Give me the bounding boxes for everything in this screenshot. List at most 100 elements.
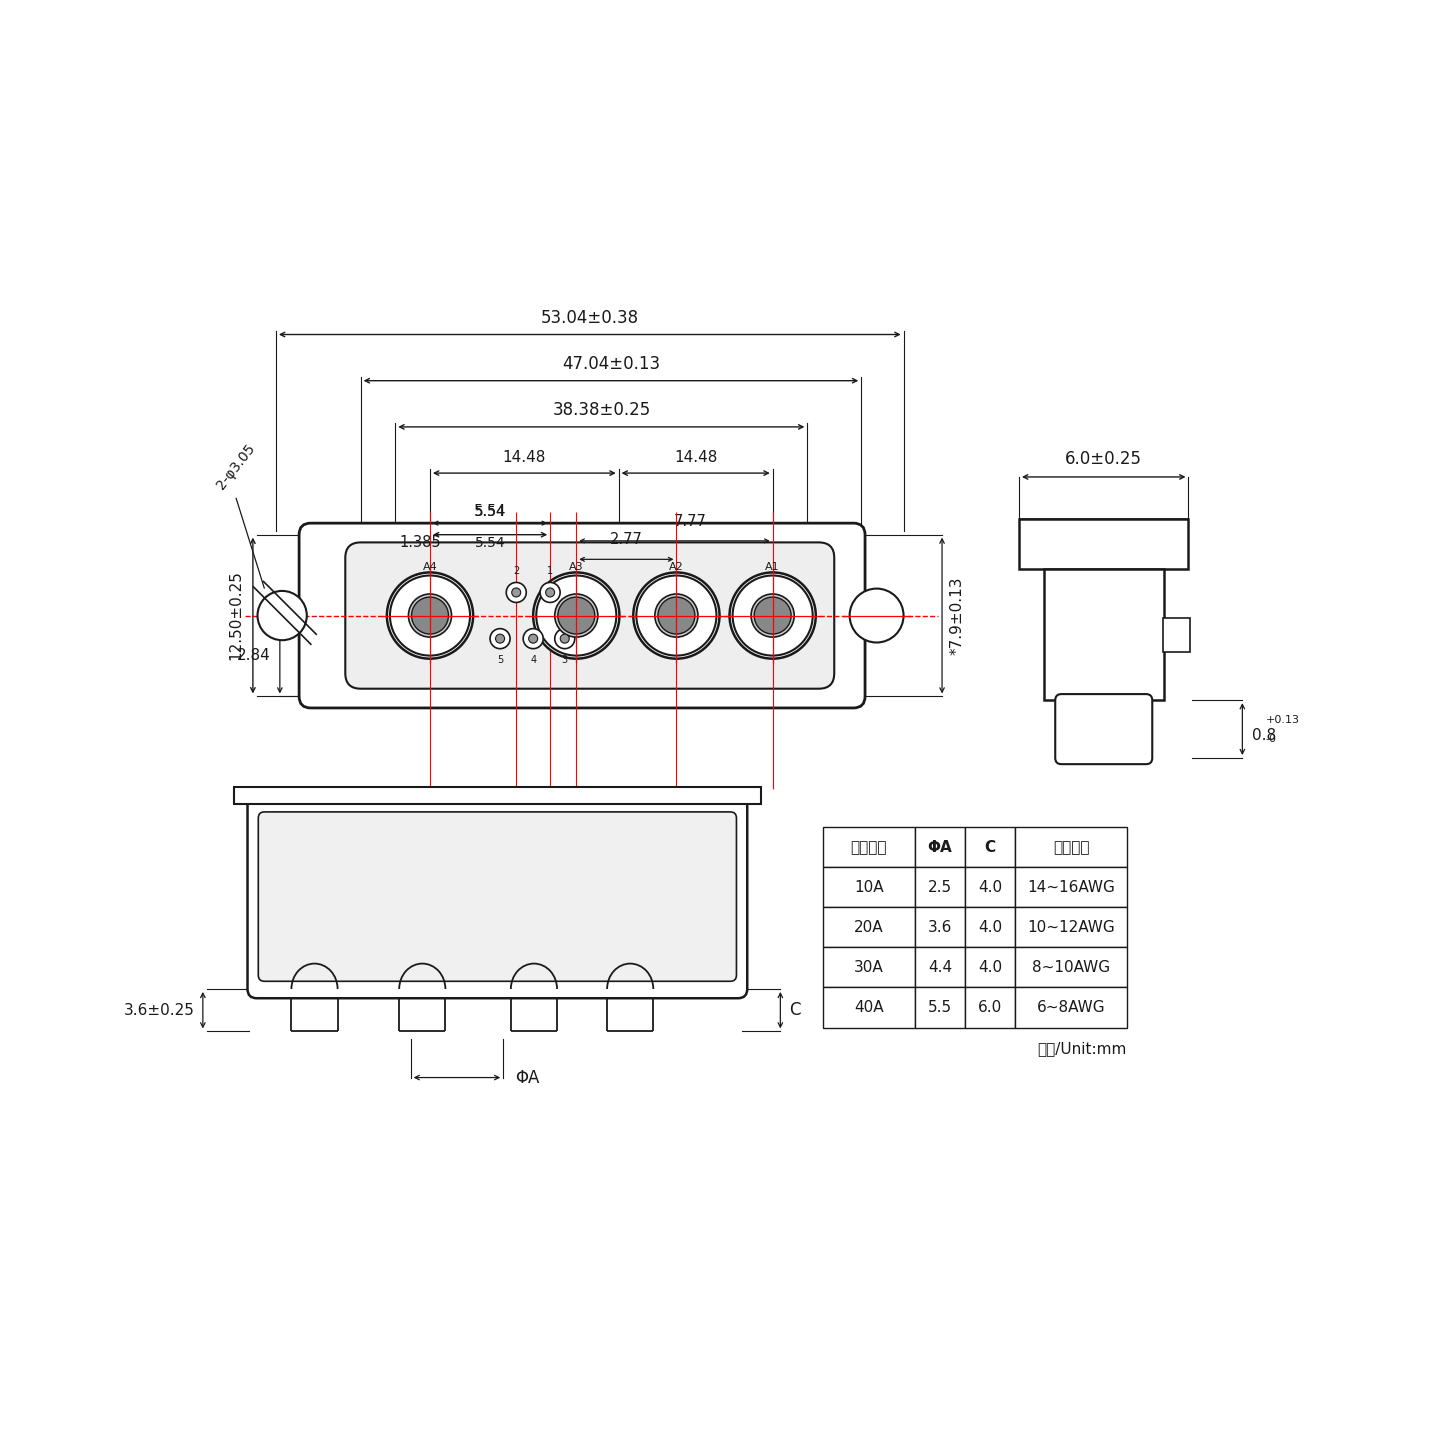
Text: 0.8: 0.8 bbox=[1251, 727, 1276, 743]
Text: 10A: 10A bbox=[854, 880, 884, 894]
Circle shape bbox=[387, 573, 474, 658]
Text: 线材规格: 线材规格 bbox=[1053, 840, 1089, 855]
Bar bbox=[822, 828, 914, 867]
Circle shape bbox=[655, 593, 698, 636]
FancyBboxPatch shape bbox=[248, 795, 747, 998]
Circle shape bbox=[528, 634, 537, 644]
Circle shape bbox=[507, 582, 526, 602]
FancyBboxPatch shape bbox=[1056, 694, 1152, 765]
Text: 3: 3 bbox=[562, 655, 567, 665]
Text: 10~12AWG: 10~12AWG bbox=[1027, 920, 1115, 935]
Text: -0: -0 bbox=[1266, 734, 1276, 743]
FancyBboxPatch shape bbox=[346, 543, 834, 688]
Circle shape bbox=[554, 629, 575, 648]
Text: 单位/Unit:mm: 单位/Unit:mm bbox=[1037, 1041, 1128, 1057]
Circle shape bbox=[560, 634, 569, 644]
Circle shape bbox=[495, 634, 504, 644]
Text: 47.04±0.13: 47.04±0.13 bbox=[562, 356, 660, 373]
Circle shape bbox=[557, 598, 595, 634]
Text: 5.5: 5.5 bbox=[927, 999, 952, 1015]
Circle shape bbox=[540, 582, 560, 602]
Text: 6~8AWG: 6~8AWG bbox=[1037, 999, 1106, 1015]
Text: *7.9±0.13: *7.9±0.13 bbox=[950, 576, 965, 655]
Text: 14~16AWG: 14~16AWG bbox=[1027, 880, 1115, 894]
Bar bbox=[1044, 569, 1164, 700]
Bar bbox=[914, 907, 965, 948]
Text: 5: 5 bbox=[497, 655, 503, 665]
Bar bbox=[1015, 948, 1128, 988]
Text: 4.0: 4.0 bbox=[978, 960, 1002, 975]
Text: A3: A3 bbox=[569, 562, 583, 572]
Circle shape bbox=[636, 576, 717, 655]
Text: C: C bbox=[789, 1001, 801, 1020]
Bar bbox=[965, 988, 1015, 1028]
Bar bbox=[965, 867, 1015, 907]
Text: 4: 4 bbox=[530, 655, 536, 665]
Circle shape bbox=[634, 573, 720, 658]
FancyBboxPatch shape bbox=[258, 812, 736, 981]
Text: 6.0±0.25: 6.0±0.25 bbox=[1066, 449, 1142, 468]
Bar bbox=[1164, 618, 1189, 652]
Bar bbox=[914, 867, 965, 907]
Text: 1: 1 bbox=[547, 566, 553, 576]
Text: 40A: 40A bbox=[854, 999, 884, 1015]
Bar bbox=[965, 948, 1015, 988]
Text: A4: A4 bbox=[422, 562, 438, 572]
Bar bbox=[1015, 828, 1128, 867]
Circle shape bbox=[390, 576, 469, 655]
Bar bbox=[1015, 867, 1128, 907]
Text: ΦA: ΦA bbox=[514, 1068, 539, 1087]
Text: 2-φ3.05: 2-φ3.05 bbox=[215, 442, 258, 492]
Text: 53.04±0.38: 53.04±0.38 bbox=[540, 308, 639, 327]
Bar bbox=[1020, 520, 1188, 569]
Text: 1.385: 1.385 bbox=[399, 534, 441, 550]
Bar bbox=[822, 948, 914, 988]
Circle shape bbox=[752, 593, 795, 636]
Circle shape bbox=[730, 573, 816, 658]
Circle shape bbox=[511, 588, 521, 598]
FancyBboxPatch shape bbox=[300, 523, 865, 708]
Text: 3.6±0.25: 3.6±0.25 bbox=[124, 1002, 196, 1018]
Bar bbox=[822, 867, 914, 907]
Text: C: C bbox=[985, 840, 995, 855]
Circle shape bbox=[850, 589, 903, 642]
Circle shape bbox=[409, 593, 452, 636]
Text: A2: A2 bbox=[670, 562, 684, 572]
Bar bbox=[1015, 907, 1128, 948]
Circle shape bbox=[554, 593, 598, 636]
Bar bbox=[965, 828, 1015, 867]
Text: 2: 2 bbox=[513, 566, 520, 576]
Bar bbox=[965, 907, 1015, 948]
Circle shape bbox=[258, 590, 307, 641]
Text: Lightong: Lightong bbox=[330, 837, 664, 910]
Circle shape bbox=[658, 598, 696, 634]
Circle shape bbox=[533, 573, 619, 658]
Text: 12.50±0.25: 12.50±0.25 bbox=[229, 570, 243, 661]
Text: A1: A1 bbox=[765, 562, 780, 572]
Circle shape bbox=[523, 629, 543, 648]
Text: ΦA: ΦA bbox=[927, 840, 952, 855]
Text: 2.77: 2.77 bbox=[611, 531, 642, 547]
Text: +0.13: +0.13 bbox=[1266, 714, 1299, 724]
Text: 4.4: 4.4 bbox=[927, 960, 952, 975]
Text: 14.48: 14.48 bbox=[503, 451, 546, 465]
Text: 38.38±0.25: 38.38±0.25 bbox=[552, 402, 651, 419]
Text: 7.77: 7.77 bbox=[674, 514, 706, 528]
Bar bbox=[822, 988, 914, 1028]
Text: 30A: 30A bbox=[854, 960, 884, 975]
Bar bbox=[914, 988, 965, 1028]
Circle shape bbox=[490, 629, 510, 648]
Circle shape bbox=[536, 576, 616, 655]
Text: 2.5: 2.5 bbox=[927, 880, 952, 894]
Text: 5.54: 5.54 bbox=[475, 505, 505, 520]
Text: 3.6: 3.6 bbox=[927, 920, 952, 935]
Text: 4.0: 4.0 bbox=[978, 920, 1002, 935]
Text: 8~10AWG: 8~10AWG bbox=[1032, 960, 1110, 975]
Circle shape bbox=[412, 598, 448, 634]
Bar bbox=[1015, 988, 1128, 1028]
Circle shape bbox=[733, 576, 812, 655]
Bar bbox=[822, 907, 914, 948]
Text: 5.54: 5.54 bbox=[475, 536, 505, 550]
Bar bbox=[914, 828, 965, 867]
Text: 4.0: 4.0 bbox=[978, 880, 1002, 894]
